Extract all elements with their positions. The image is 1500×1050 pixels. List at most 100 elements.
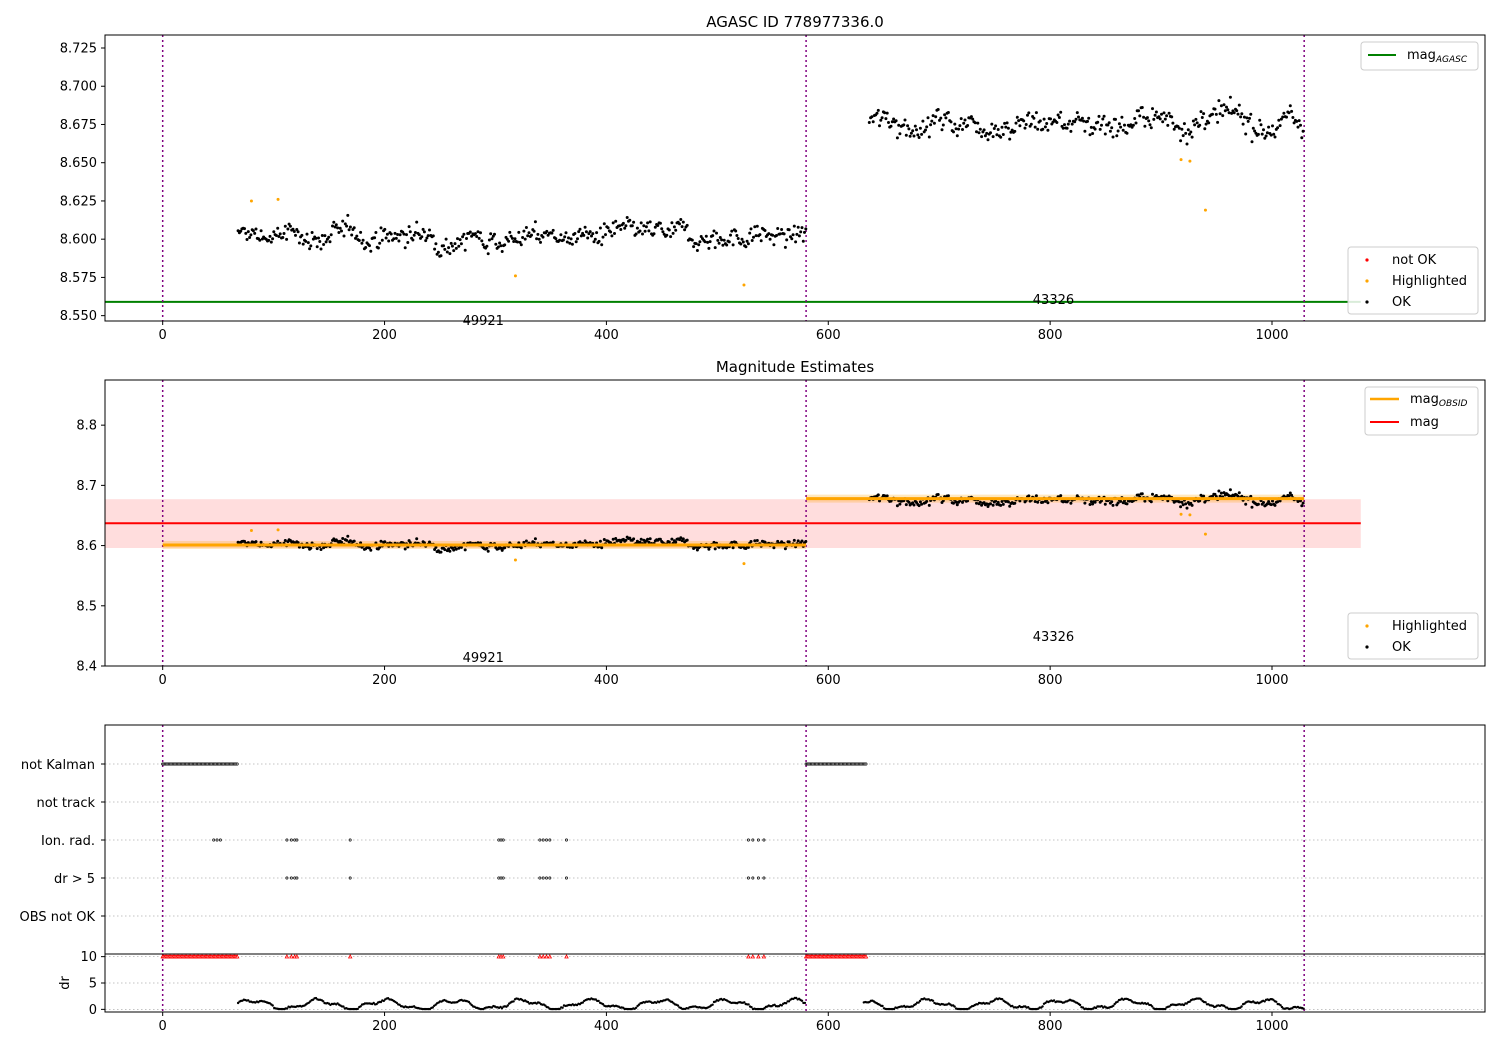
ok-point (885, 494, 889, 498)
ok-point (1232, 111, 1236, 115)
dr-point (1272, 998, 1275, 1001)
ok-point (787, 228, 791, 232)
ok-point (315, 547, 319, 551)
ok-point (1013, 129, 1017, 133)
ok-point (476, 230, 480, 234)
ok-point (918, 500, 922, 504)
ok-point (565, 240, 569, 244)
ok-point (892, 117, 896, 121)
ok-point (1265, 131, 1269, 135)
ok-point (487, 238, 491, 242)
ok-point (551, 228, 555, 232)
x-tick-label-0: 0 (159, 673, 167, 688)
ok-point (412, 233, 416, 237)
ok-point (1211, 112, 1214, 116)
ok-point (244, 231, 248, 235)
ok-point (1147, 119, 1151, 123)
ok-point (731, 243, 735, 247)
y-tick-label: 8.725 (60, 42, 97, 57)
dr-point (379, 1000, 383, 1004)
ok-point (545, 229, 549, 233)
ok-point (1264, 134, 1268, 138)
ok-point (1073, 120, 1077, 124)
dr-point (1200, 998, 1203, 1001)
dr-point (1204, 1001, 1207, 1004)
ok-point (509, 234, 513, 238)
highlighted-point (1203, 208, 1207, 212)
ok-point (1248, 116, 1251, 120)
dr-point (780, 1004, 783, 1007)
ok-point (499, 546, 503, 550)
ok-point (286, 227, 290, 231)
dr-capped-mark (547, 954, 553, 959)
ok-point (1292, 121, 1296, 125)
ok-point (1204, 122, 1208, 126)
dr-gt5-mark (285, 876, 289, 880)
ok-point (670, 221, 674, 225)
ok-point (889, 124, 893, 128)
dr-capped-mark (564, 954, 569, 959)
ok-point (995, 133, 999, 137)
ok-point (327, 235, 331, 239)
x-tick-label-600: 600 (816, 1019, 841, 1034)
ok-point (345, 538, 349, 542)
highlighted-point (1179, 512, 1183, 516)
ok-point (254, 227, 258, 231)
ok-point (731, 546, 735, 550)
highlighted-point (276, 197, 280, 201)
ok-point (1154, 494, 1158, 497)
ok-point (1214, 112, 1218, 116)
ok-point (1115, 134, 1119, 138)
legend-status-estimates: Highlighted OK (1347, 612, 1479, 660)
ok-point (667, 228, 671, 232)
ok-point (421, 227, 425, 231)
ok-point (906, 124, 910, 128)
highlighted-point (1188, 513, 1192, 517)
ok-point (754, 234, 758, 238)
ok-point (297, 241, 301, 245)
ok-point (966, 124, 970, 127)
ion-rad-mark (348, 838, 352, 842)
legend-ok-label-estimates: OK (1392, 640, 1411, 655)
ok-point (1013, 501, 1017, 505)
ok-point (1096, 120, 1100, 124)
ok-point (532, 229, 536, 233)
ok-point (1265, 502, 1269, 506)
ok-point (867, 121, 871, 124)
ok-point (1152, 117, 1156, 121)
ok-point (646, 221, 650, 225)
ok-point (333, 225, 337, 229)
ok-point (1042, 117, 1046, 121)
dr-point (271, 1004, 274, 1007)
ok-point (644, 225, 648, 229)
ok-point (609, 230, 613, 234)
ok-point (628, 536, 632, 540)
ok-point (630, 224, 634, 228)
ok-point (907, 500, 911, 504)
ok-point (319, 548, 323, 551)
ok-point (328, 240, 332, 244)
ok-point (1103, 502, 1107, 506)
ok-point (424, 239, 428, 243)
ok-point (272, 230, 276, 234)
ok-point (301, 242, 305, 246)
ok-point (563, 235, 567, 239)
dr-point (803, 1001, 807, 1005)
ok-point (494, 242, 498, 246)
ok-point (985, 502, 989, 506)
ok-point (291, 227, 295, 231)
ok-point (245, 238, 249, 241)
ok-point (1237, 103, 1241, 107)
ok-point (752, 235, 755, 239)
ok-point (1160, 112, 1163, 116)
ok-point (1281, 115, 1285, 119)
ok-point (647, 540, 651, 544)
ok-point (434, 242, 438, 246)
ion-rad-mark (538, 838, 542, 842)
ok-point (669, 235, 673, 239)
ok-point (536, 232, 540, 236)
dr-point (1168, 1005, 1171, 1008)
ok-point (380, 238, 384, 242)
ok-point (308, 247, 312, 251)
ion-rad-mark (756, 838, 760, 842)
